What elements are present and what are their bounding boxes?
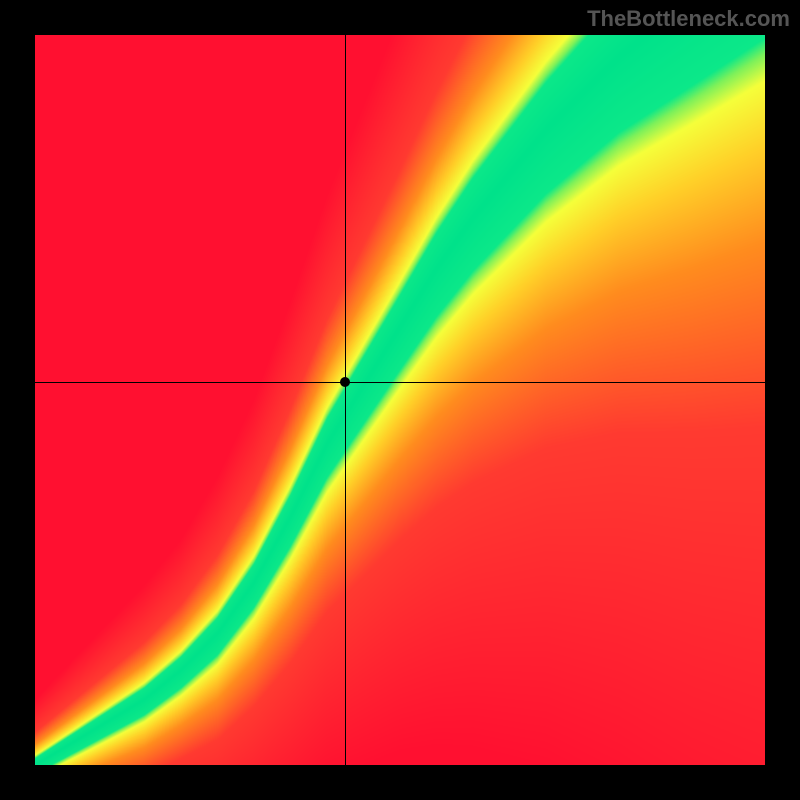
- crosshair-vertical: [345, 35, 346, 765]
- plot-area: [35, 35, 765, 765]
- crosshair-marker: [340, 377, 350, 387]
- heatmap-canvas: [35, 35, 765, 765]
- crosshair-horizontal: [35, 382, 765, 383]
- watermark-text: TheBottleneck.com: [587, 6, 790, 32]
